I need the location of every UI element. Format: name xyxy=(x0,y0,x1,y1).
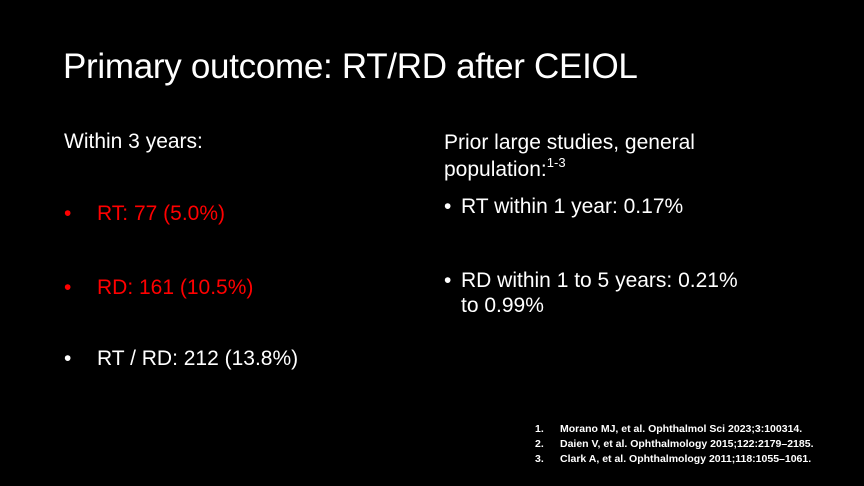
reference-item: 3. Clark A, et al. Ophthalmology 2011;11… xyxy=(535,452,814,467)
reference-text: Daien V, et al. Ophthalmology 2015;122:2… xyxy=(560,438,814,450)
prior-rd: • RD within 1 to 5 years: 0.21% to 0.99% xyxy=(444,268,746,318)
reference-number: 3. xyxy=(535,453,544,465)
bullet-icon: • xyxy=(444,269,452,292)
reference-text: Morano MJ, et al. Ophthalmol Sci 2023;3:… xyxy=(560,423,803,435)
bullet-icon: • xyxy=(64,276,72,299)
stat-rt-rd-text: RT / RD: 212 (13.8%) xyxy=(97,347,299,370)
reference-number: 2. xyxy=(535,438,544,450)
stat-rd-text: RD: 161 (10.5%) xyxy=(97,276,254,299)
reference-item: 2. Daien V, et al. Ophthalmology 2015;12… xyxy=(535,437,814,452)
right-column-heading-text: Prior large studies, general population: xyxy=(444,131,695,181)
heading-superscript: 1-3 xyxy=(546,155,566,170)
bullet-icon: • xyxy=(64,202,72,225)
reference-number: 1. xyxy=(535,423,544,435)
prior-rt: • RT within 1 year: 0.17% xyxy=(444,194,746,219)
left-column-heading: Within 3 years: xyxy=(64,130,203,153)
stat-rt: • RT: 77 (5.0%) xyxy=(64,201,424,226)
stat-rd: • RD: 161 (10.5%) xyxy=(64,275,424,300)
bullet-icon: • xyxy=(64,347,72,370)
reference-item: 1. Morano MJ, et al. Ophthalmol Sci 2023… xyxy=(535,422,814,437)
prior-rd-text: RD within 1 to 5 years: 0.21% to 0.99% xyxy=(461,269,738,317)
stat-rt-text: RT: 77 (5.0%) xyxy=(97,202,225,225)
references: 1. Morano MJ, et al. Ophthalmol Sci 2023… xyxy=(535,422,814,467)
reference-text: Clark A, et al. Ophthalmology 2011;118:1… xyxy=(560,453,812,465)
slide-title: Primary outcome: RT/RD after CEIOL xyxy=(63,47,638,86)
stat-rt-rd: • RT / RD: 212 (13.8%) xyxy=(64,346,424,371)
bullet-icon: • xyxy=(444,195,452,218)
prior-rt-text: RT within 1 year: 0.17% xyxy=(461,195,684,218)
right-column-heading: Prior large studies, general population:… xyxy=(444,129,764,183)
